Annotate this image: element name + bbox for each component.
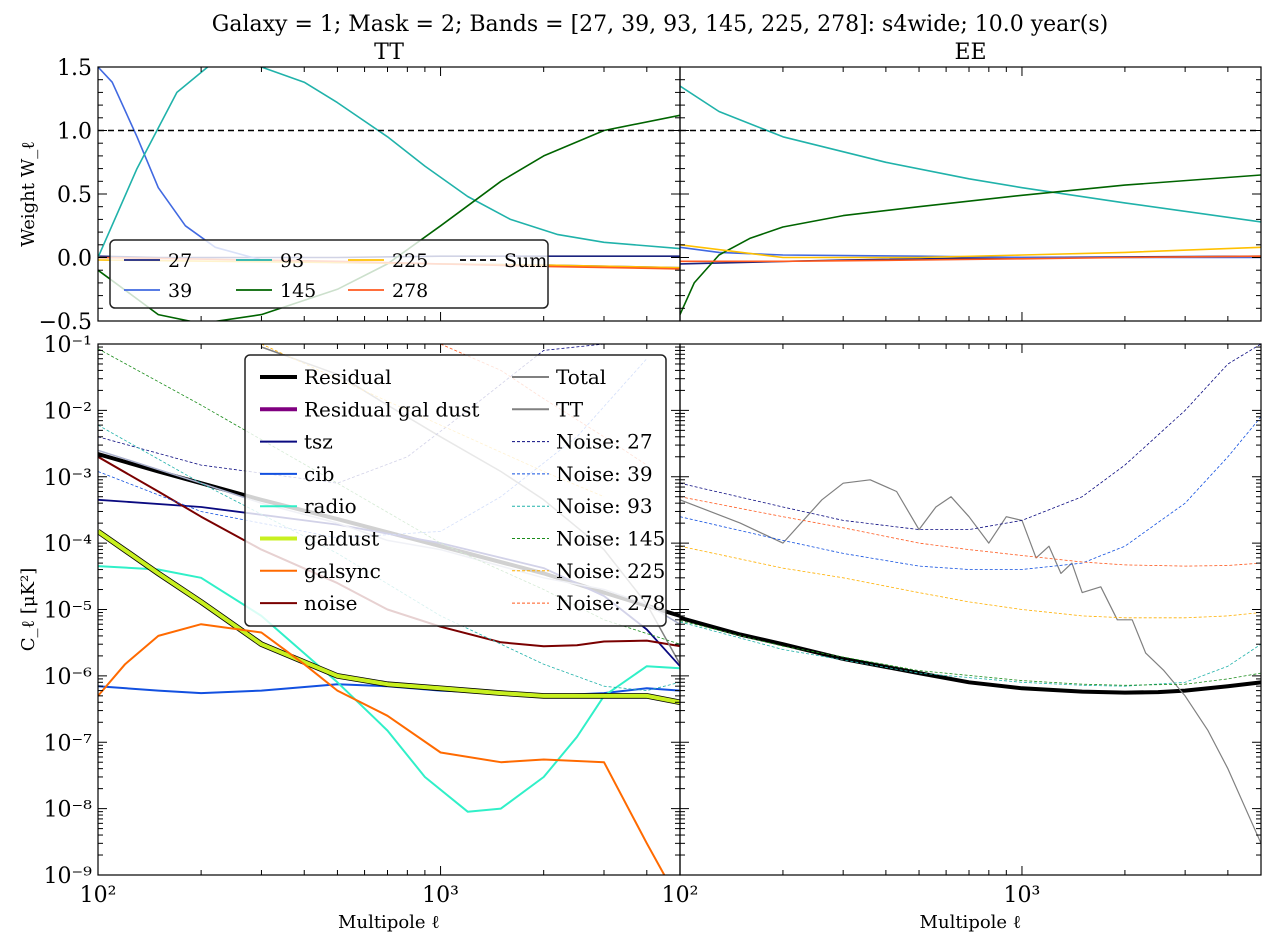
legend-label-noise-27: Noise: 27 (556, 430, 653, 454)
series-line-145 (680, 174, 1261, 315)
legend-box (109, 239, 549, 309)
panel-spectra-ee: 10² 10³ Multipole ℓ (662, 343, 1262, 933)
series-line-noise-27 (680, 344, 1261, 530)
series-line-278 (680, 255, 1261, 263)
legend-label-145: 145 (280, 280, 316, 302)
y-axis-label: Weight W_ℓ (18, 141, 39, 247)
legend-label-39: 39 (168, 280, 192, 302)
series-group (680, 344, 1261, 844)
x-tick-label: 10² (662, 883, 699, 908)
y-tick-label: 10⁻⁵ (44, 599, 92, 624)
legend-label-93: 93 (280, 250, 304, 272)
x-tick-label: 10³ (422, 883, 459, 908)
x-axis-label: Multipole ℓ (338, 912, 440, 933)
figure-title: Galaxy = 1; Mask = 2; Bands = [27, 39, 9… (212, 12, 1108, 37)
legend-label-residual: Residual (304, 365, 392, 389)
legend-label-galsync: galsync (304, 559, 381, 583)
series-line-residual (680, 615, 1261, 695)
legend-label-residual-gal-dust: Residual gal dust (304, 397, 479, 421)
series-line-tt (680, 479, 1261, 844)
legend-label-noise-225: Noise: 225 (556, 559, 665, 583)
legend-label-cib: cib (304, 462, 334, 486)
legend-label-225: 225 (392, 250, 428, 272)
series-line-39 (98, 67, 680, 269)
x-tick-label: 10² (80, 883, 117, 908)
legend-label-tsz: tsz (304, 430, 333, 454)
legend-label-noise-93: Noise: 93 (556, 494, 653, 518)
series-group (680, 85, 1261, 315)
legend-label-galdust: galdust (304, 527, 379, 551)
panel-title: EE (954, 40, 986, 65)
x-tick-label: 10³ (1004, 883, 1041, 908)
legend-label-total: Total (556, 365, 606, 389)
y-tick-label: 1.5 (57, 56, 92, 81)
y-tick-label: 0.0 (57, 247, 92, 272)
legend-label-noise-278: Noise: 278 (556, 591, 665, 615)
legend-weights: 27 93 225 Sum 39 145 278 (109, 239, 549, 309)
legend-label-noise-39: Noise: 39 (556, 462, 653, 486)
legend-label-tt: TT (556, 397, 584, 421)
y-tick-label: 1.0 (57, 120, 92, 145)
y-tick-label: 0.5 (57, 183, 92, 208)
series-line-noise-225 (680, 545, 1261, 619)
y-tick-label: 10⁻¹ (44, 333, 92, 358)
plot-frame (679, 66, 1262, 322)
y-tick-label: 10⁻⁷ (44, 731, 93, 756)
y-axis-label: C_ℓ [μK²] (18, 568, 39, 652)
panel-weights-tt: −0.5 0.0 0.5 1.0 1.5 TT Weight W_ℓ 27 93 225 Sum 39… (18, 40, 681, 335)
panel-spectra-tt: 10² 10³ 10⁻⁹ 10⁻⁸ 10⁻⁷ 10⁻⁶ 10⁻⁵ 10⁻⁴ 10⁻³ 10⁻² 10… (18, 333, 681, 933)
y-tick-label: 10⁻⁴ (44, 532, 93, 557)
legend-label-278: 278 (392, 280, 428, 302)
series-line-galsync (98, 623, 666, 875)
y-tick-label: 10⁻⁶ (44, 665, 93, 690)
series-line-galdust (98, 529, 680, 705)
panel-title: TT (374, 40, 404, 65)
x-axis-label: Multipole ℓ (920, 912, 1022, 933)
series-line-noise-39 (680, 416, 1261, 570)
legend-label-noise-145: Noise: 145 (556, 527, 665, 551)
series-line-noise-278 (680, 496, 1261, 567)
panel-weights-ee: EE (679, 40, 1262, 322)
legend-label-sum: Sum (504, 250, 547, 272)
series-line-noise-145 (680, 620, 1261, 686)
y-tick-label: 10⁻⁸ (44, 798, 93, 823)
legend-label-noise: noise (304, 591, 357, 615)
y-tick-label: 10⁻² (44, 399, 92, 424)
plot-frame (679, 343, 1262, 876)
series-line-radio (98, 565, 680, 813)
legend-label-27: 27 (168, 250, 192, 272)
legend-box (244, 354, 667, 627)
series-line-noise-93 (680, 621, 1261, 687)
y-tick-label: 10⁻³ (44, 466, 92, 491)
y-tick-label: 10⁻⁹ (44, 864, 93, 889)
series-line-noise-27 (98, 344, 605, 484)
series-line-noise-93 (98, 424, 680, 691)
series-line-225 (680, 244, 1261, 259)
legend-label-radio: radio (304, 494, 357, 518)
series-line-noise-145 (98, 348, 680, 645)
legend-spectra: Residual Residual gal dust tsz cib radio gald… (244, 354, 667, 627)
series-line-93 (98, 67, 680, 258)
y-tick-label: −0.5 (39, 310, 92, 335)
series-line-93 (680, 85, 1261, 223)
